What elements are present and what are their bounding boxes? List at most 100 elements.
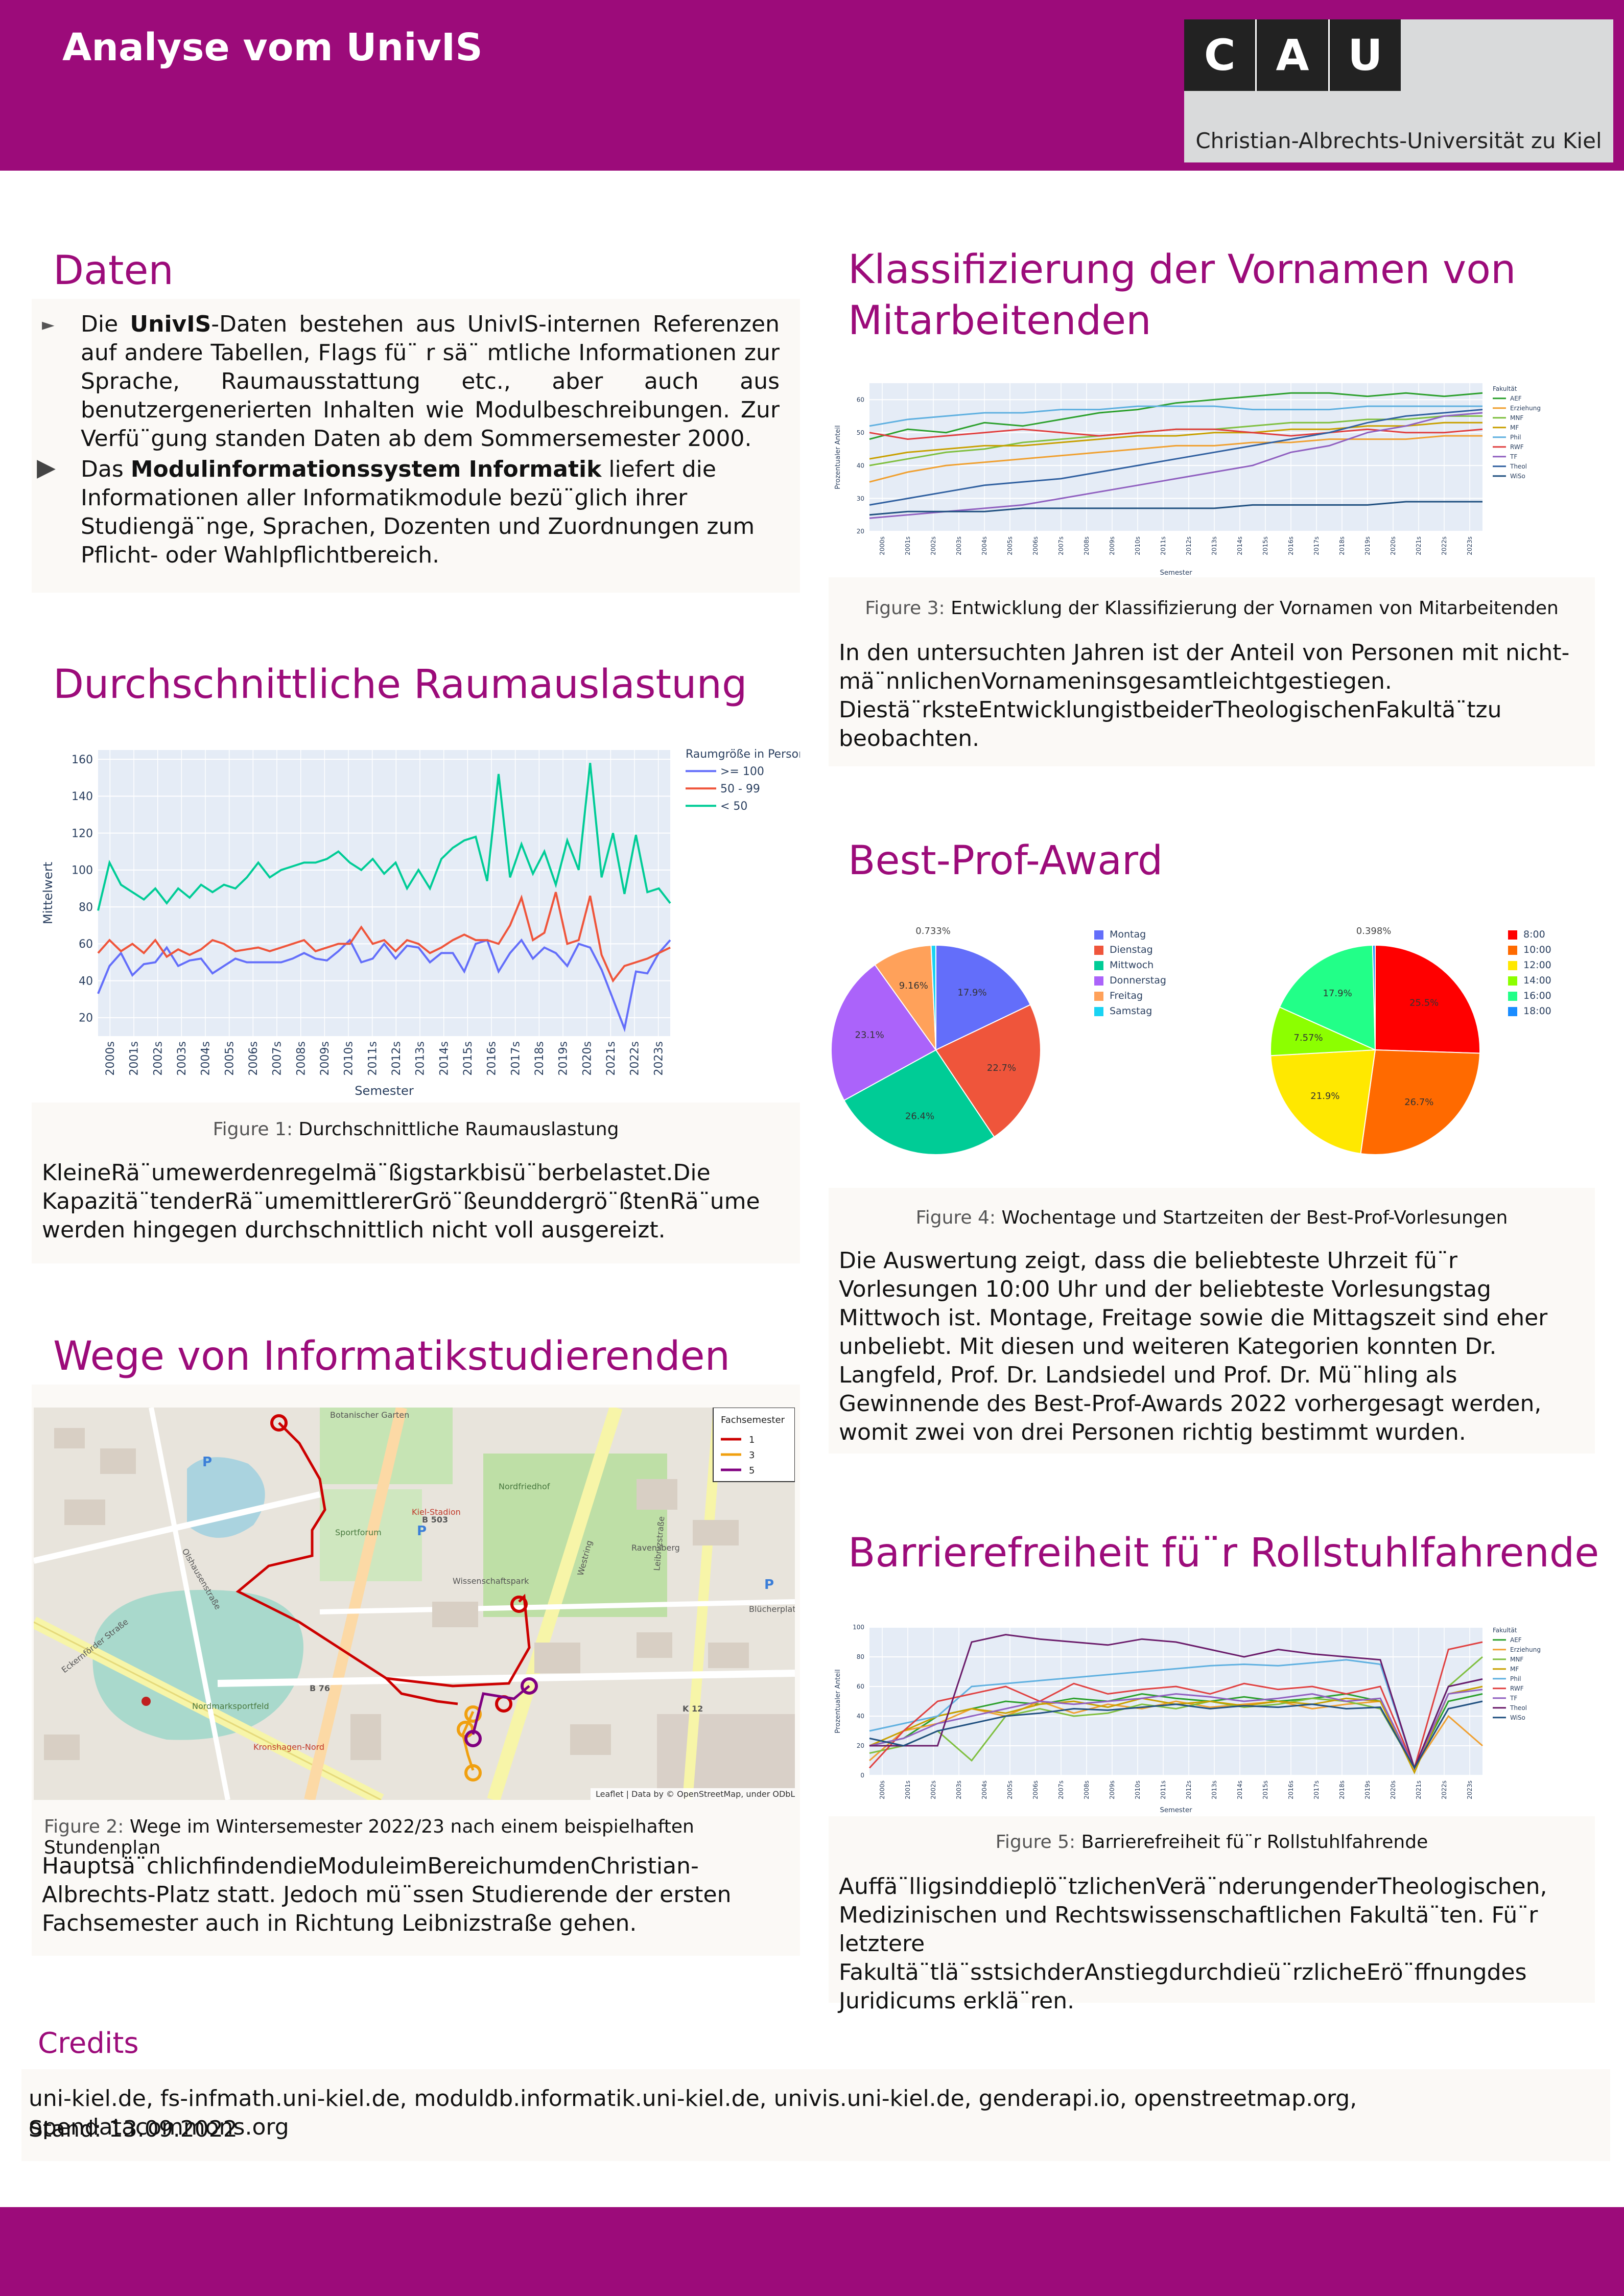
legend-label: 10:00 [1523,944,1551,955]
x-tick-label: 2023s [1466,536,1473,555]
vornamen-body-text: In den untersuchten Jahren ist der Antei… [839,640,1570,752]
legend-label: 18:00 [1523,1005,1551,1017]
x-tick-label: 2010s [343,1041,356,1075]
svg-text:B 503: B 503 [422,1515,448,1525]
barriere-body-text: Auffä¨lligsinddieplö¨tzlichenVerä¨nderun… [839,1873,1547,2014]
x-tick-label: 2015s [1262,1780,1269,1799]
section-title-barrierefreiheit: Barrierefreiheit fü¨r Rollstuhlfahrende [848,1530,1599,1576]
x-tick-label: 2018s [1338,536,1346,555]
raum-chart-area: 20 40 60 80 100 120 140 160 2000s 2001s 2002s 2003s… [32,714,820,1103]
legend-swatch [1508,992,1517,1001]
campus-map[interactable]: P P P Botanischer Garten Olshausenstraße… [34,1408,795,1800]
x-tick-label: 2002s [152,1041,164,1075]
x-tick-label: 2022s [629,1041,642,1075]
legend-label: Erziehung [1510,405,1541,412]
chart-legend: Fakultät AEF Erziehung MNF MF Phil RWF TF Theol W… [1493,1627,1541,1721]
legend-label: RWF [1510,443,1524,451]
x-tick-label: 2007s [1057,1780,1065,1799]
svg-text:P: P [417,1524,427,1539]
series-line [869,405,1482,427]
legend-label: 8:00 [1523,929,1545,940]
svg-text:K 12: K 12 [682,1704,703,1714]
legend-swatch [1508,976,1517,986]
x-tick-label: 2016s [1287,1780,1295,1799]
x-tick-label: 2023s [652,1041,665,1075]
credits-date: Stand: 13.09.2022 [29,2116,238,2142]
x-tick-label: 2014s [438,1041,451,1075]
svg-text:Kronshagen-Nord: Kronshagen-Nord [253,1742,324,1752]
y-axis-label: Prozentualer Anteil [834,425,842,489]
x-tick-label: 2020s [581,1041,594,1075]
raumauslastung-chart: 20 40 60 80 100 120 140 160 2000s 2001s 2002s 2003s… [41,748,820,1098]
logo-backdrop [1401,19,1613,91]
x-tick-label: 2018s [1338,1780,1346,1799]
legend-label: 50 - 99 [720,783,760,795]
legend-label: Freitag [1110,990,1143,1001]
x-tick-label: 2003s [955,1780,962,1799]
vornamen-chart-area: 20 30 40 50 60 2000s 2001s 2002s 2003s 2004s 2005s… [829,353,1595,577]
x-tick-label: 2019s [557,1041,570,1075]
y-tick-label: 40 [79,975,93,988]
bestprof-pie-charts: 17.9% 22.7% 26.4% 23.1% 9.16% 0.733% Montag Die… [831,926,1551,1155]
map-attribution: Leaflet | Data by © OpenStreetMap, under… [596,1789,795,1799]
pie-slice-label: 9.16% [899,980,928,991]
legend-swatch [1094,1007,1103,1016]
series-line [869,1700,1483,1770]
x-axis-label: Semester [1160,569,1192,577]
legend-swatch [1508,1007,1517,1016]
legend-swatch [1094,946,1103,955]
barriere-box: 0 20 40 60 80 100 2000s 2001s 2002s 2003s 2004s 200… [829,1591,1595,2014]
figure-4-caption: Figure 4: Wochentage und Startzeiten der… [915,1207,1508,1228]
legend-label: Dienstag [1110,944,1153,955]
svg-text:Nordmarksportfeld: Nordmarksportfeld [192,1701,269,1711]
x-tick-label: 2011s [366,1041,379,1075]
x-tick-label: 2006s [1032,536,1039,555]
y-tick-label: 60 [857,1683,864,1690]
pie-slice-label: 0.733% [915,926,951,936]
pie-slice-label: 22.7% [987,1063,1016,1073]
x-tick-label: 2015s [1262,536,1269,555]
legend-label: TF [1510,453,1517,460]
pie-slice-label: 0.398% [1356,926,1392,936]
x-tick-label: 2004s [981,1780,988,1799]
legend-label: Donnerstag [1110,975,1166,986]
wege-box: P P P Botanischer Garten Olshausenstraße… [32,1385,800,1956]
x-tick-label: 2021s [1415,1780,1422,1799]
section-title-vornamen: Klassifizierung der Vornamen von Mitarbe… [848,247,1516,344]
x-tick-label: 2012s [1185,536,1192,555]
x-tick-label: 2004s [200,1041,213,1075]
x-tick-label: 2010s [1134,536,1141,555]
series-line [869,1659,1483,1770]
series-line [869,501,1482,516]
logo-letter: U [1348,30,1383,80]
x-tick-label: 2010s [1134,1780,1141,1799]
y-tick-label: 140 [72,790,93,803]
y-tick-label: 60 [857,396,864,403]
daten-box: ► Die UnivIS-Daten bestehen aus UnivIS-in… [32,299,800,593]
x-tick-label: 2002s [930,1780,937,1799]
legend-title: Raumgröße in Personen [686,748,800,761]
y-tick-label: 20 [857,1742,864,1749]
x-tick-label: 2022s [1441,1780,1448,1799]
legend-label: MF [1510,424,1519,431]
map-legend-title: Fachsemester [721,1415,785,1425]
y-axis-label: Prozentualer Anteil [834,1669,842,1733]
series-line [869,392,1483,440]
legend-label: AEF [1510,1636,1522,1644]
legend-label: 16:00 [1523,990,1551,1001]
series-line [869,1689,1483,1770]
pie-slice [1375,944,1480,1054]
y-tick-label: 100 [853,1624,864,1631]
x-tick-label: 2017s [1313,536,1320,555]
pie-slice-label: 23.1% [855,1030,884,1041]
figure-2-caption: Figure 2: Wege im Wintersemester 2022/23… [44,1816,694,1858]
x-tick-label: 2000s [879,536,886,555]
x-tick-label: 2022s [1441,536,1448,555]
x-tick-label: 2015s [462,1041,475,1075]
pie-slice [935,944,1031,1051]
legend-swatch [1094,976,1103,986]
section-title-credits: Credits [38,2027,139,2060]
figure-3-caption: Figure 3: Entwicklung der Klassifizierun… [865,598,1559,619]
x-tick-label: 2007s [271,1041,284,1075]
map-label: Botanischer Garten [330,1410,409,1420]
